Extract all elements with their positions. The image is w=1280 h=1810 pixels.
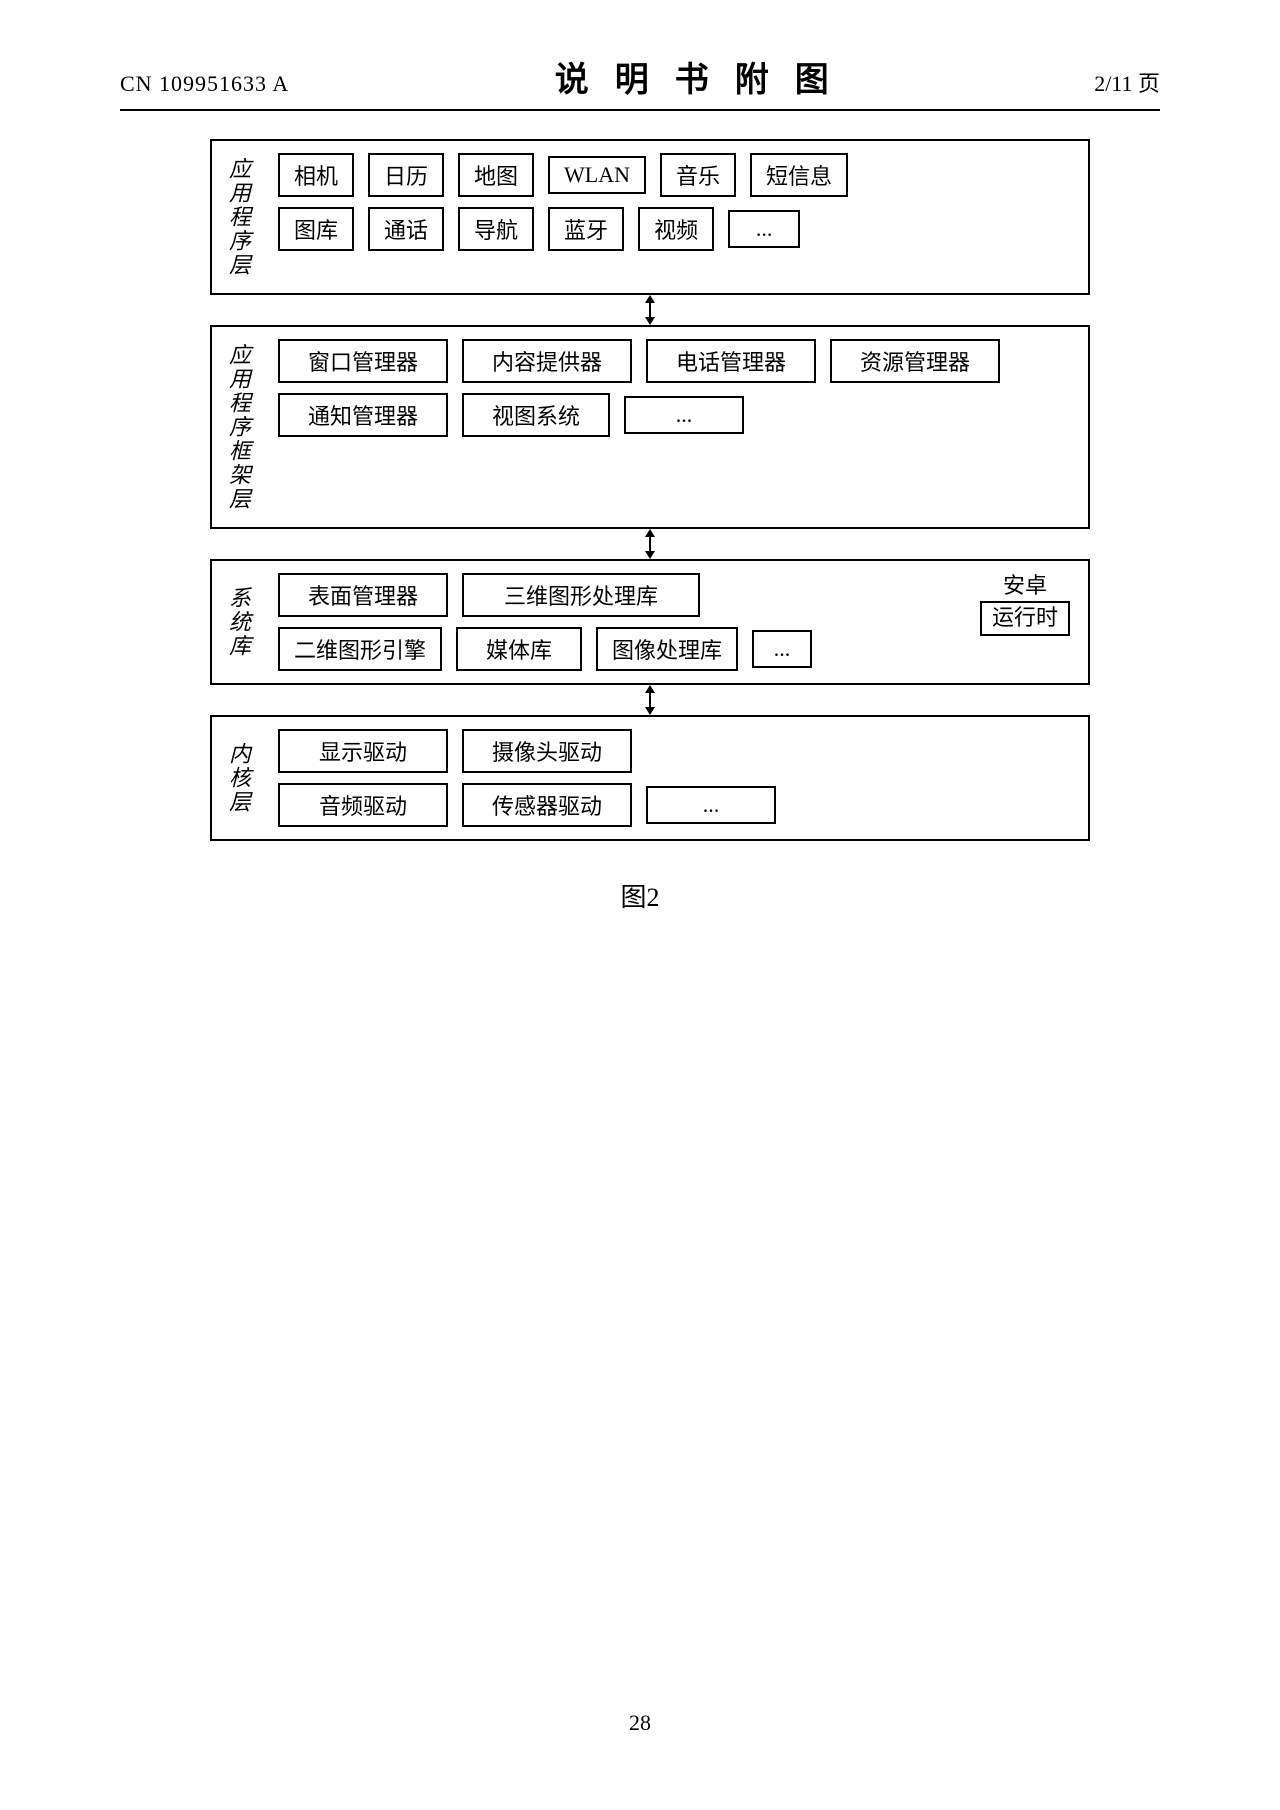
app-box: 相机: [278, 153, 354, 197]
layer-kernel: 内核层 显示驱动 摄像头驱动 音频驱动 传感器驱动 ...: [210, 715, 1090, 841]
kernel-box: 显示驱动: [278, 729, 448, 773]
app-box: 音乐: [660, 153, 736, 197]
layer-label: 应用程序层: [212, 141, 264, 293]
layer-system-lib: 系统库 表面管理器 三维图形处理库 二维图形引擎 媒体库 图像处理库 ... 安: [210, 559, 1090, 685]
layer-label: 系统库: [212, 561, 264, 683]
syslib-box: 媒体库: [456, 627, 582, 671]
app-box: 导航: [458, 207, 534, 251]
syslib-box: 表面管理器: [278, 573, 448, 617]
runtime-label-top: 安卓: [1003, 573, 1047, 599]
app-box-more: ...: [728, 210, 800, 248]
app-box: 蓝牙: [548, 207, 624, 251]
framework-box: 资源管理器: [830, 339, 1000, 383]
double-arrow-icon: [640, 295, 660, 325]
app-box: 通话: [368, 207, 444, 251]
kernel-box-more: ...: [646, 786, 776, 824]
document-id: CN 109951633 A: [120, 71, 289, 97]
page-count: 2/11 页: [1094, 66, 1160, 98]
layer-framework: 应用程序框架层 窗口管理器 内容提供器 电话管理器 资源管理器 通知管理器 视图…: [210, 325, 1090, 529]
syslib-box-more: ...: [752, 630, 812, 668]
runtime-label-box: 运行时: [980, 601, 1070, 635]
syslib-box: 二维图形引擎: [278, 627, 442, 671]
layer-label: 应用程序框架层: [212, 327, 264, 527]
kernel-box: 摄像头驱动: [462, 729, 632, 773]
kernel-box: 音频驱动: [278, 783, 448, 827]
android-runtime: 安卓 运行时: [976, 573, 1074, 636]
page-number: 28: [0, 1710, 1280, 1736]
section-title: 说明书附图: [529, 52, 855, 101]
framework-box: 通知管理器: [278, 393, 448, 437]
app-box: 图库: [278, 207, 354, 251]
architecture-diagram: 应用程序层 相机 日历 地图 WLAN 音乐 短信息 图库 通话 导航 蓝牙 视…: [210, 139, 1090, 841]
figure-caption: 图2: [120, 877, 1160, 914]
connector-arrow: [210, 529, 1090, 559]
app-box: 短信息: [750, 153, 848, 197]
page-header: CN 109951633 A 说明书附图 2/11 页: [120, 52, 1160, 111]
framework-box-more: ...: [624, 396, 744, 434]
layer-label: 内核层: [212, 717, 264, 839]
kernel-box: 传感器驱动: [462, 783, 632, 827]
app-box: 日历: [368, 153, 444, 197]
framework-box: 内容提供器: [462, 339, 632, 383]
framework-box: 窗口管理器: [278, 339, 448, 383]
double-arrow-icon: [640, 529, 660, 559]
app-box: 地图: [458, 153, 534, 197]
connector-arrow: [210, 295, 1090, 325]
app-box: 视频: [638, 207, 714, 251]
framework-box: 电话管理器: [646, 339, 816, 383]
double-arrow-icon: [640, 685, 660, 715]
framework-box: 视图系统: [462, 393, 610, 437]
layer-application: 应用程序层 相机 日历 地图 WLAN 音乐 短信息 图库 通话 导航 蓝牙 视…: [210, 139, 1090, 295]
app-box: WLAN: [548, 156, 646, 194]
syslib-box: 三维图形处理库: [462, 573, 700, 617]
connector-arrow: [210, 685, 1090, 715]
syslib-box: 图像处理库: [596, 627, 738, 671]
